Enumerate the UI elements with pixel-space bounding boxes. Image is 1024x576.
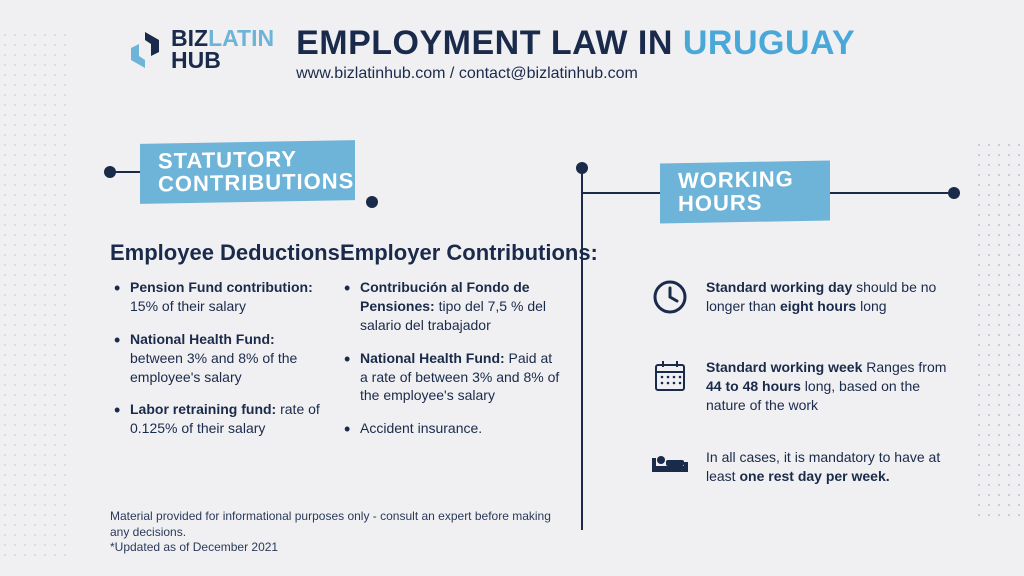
banner-statutory: STATUTORY CONTRIBUTIONS (140, 140, 355, 204)
contributions-title: Employer Contributions: (340, 240, 598, 266)
hours-item: In all cases, it is mandatory to have at… (650, 448, 950, 486)
banner-line: WORKING (678, 167, 812, 192)
deductions-list: Pension Fund contribution: 15% of their … (112, 278, 322, 452)
hours-item: Standard working day should be no longer… (650, 278, 950, 316)
connector-line (112, 171, 142, 173)
list-item: National Health Fund: between 3% and 8% … (112, 330, 322, 387)
list-item: Contribución al Fondo de Pensiones: tipo… (342, 278, 562, 335)
list-item: Accident insurance. (342, 419, 562, 438)
decorative-dots-right (974, 140, 1024, 520)
title-block: EMPLOYMENT LAW IN URUGUAY www.bizlatinhu… (296, 24, 855, 83)
connector-dot (948, 187, 960, 199)
title-prefix: EMPLOYMENT LAW IN (296, 24, 683, 62)
list-item: National Health Fund: Paid at a rate of … (342, 349, 562, 406)
disclaimer-line: Material provided for informational purp… (110, 509, 570, 540)
clock-icon (650, 278, 690, 316)
connector-line (583, 192, 661, 194)
title-highlight: URUGUAY (683, 24, 855, 62)
hours-text: In all cases, it is mandatory to have at… (706, 448, 950, 486)
logo: BIZLATIN HUB (125, 28, 274, 72)
page-title: EMPLOYMENT LAW IN URUGUAY (296, 24, 855, 63)
banner-line: CONTRIBUTIONS (158, 170, 337, 196)
decorative-dots-left (0, 30, 70, 560)
banner-line: HOURS (678, 190, 812, 215)
connector-line (830, 192, 950, 194)
hours-item: Standard working week Ranges from 44 to … (650, 358, 950, 415)
logo-hub: HUB (171, 47, 221, 73)
disclaimer-line: *Updated as of December 2021 (110, 540, 570, 556)
header: BIZLATIN HUB EMPLOYMENT LAW IN URUGUAY w… (125, 28, 855, 83)
calendar-icon (650, 358, 690, 394)
subtitle: www.bizlatinhub.com / contact@bizlatinhu… (296, 65, 855, 83)
rest-icon (650, 448, 690, 478)
contributions-list: Contribución al Fondo de Pensiones: tipo… (342, 278, 562, 452)
logo-icon (125, 30, 165, 70)
deductions-title: Employee Deductions: (110, 240, 347, 266)
disclaimer: Material provided for informational purp… (110, 509, 570, 556)
list-item: Pension Fund contribution: 15% of their … (112, 278, 322, 316)
list-item: Labor retraining fund: rate of 0.125% of… (112, 400, 322, 438)
logo-text: BIZLATIN HUB (171, 28, 274, 72)
connector-dot (366, 196, 378, 208)
banner-hours: WORKING HOURS (660, 161, 830, 224)
hours-text: Standard working week Ranges from 44 to … (706, 358, 950, 415)
hours-text: Standard working day should be no longer… (706, 278, 950, 316)
divider-line (581, 170, 583, 530)
